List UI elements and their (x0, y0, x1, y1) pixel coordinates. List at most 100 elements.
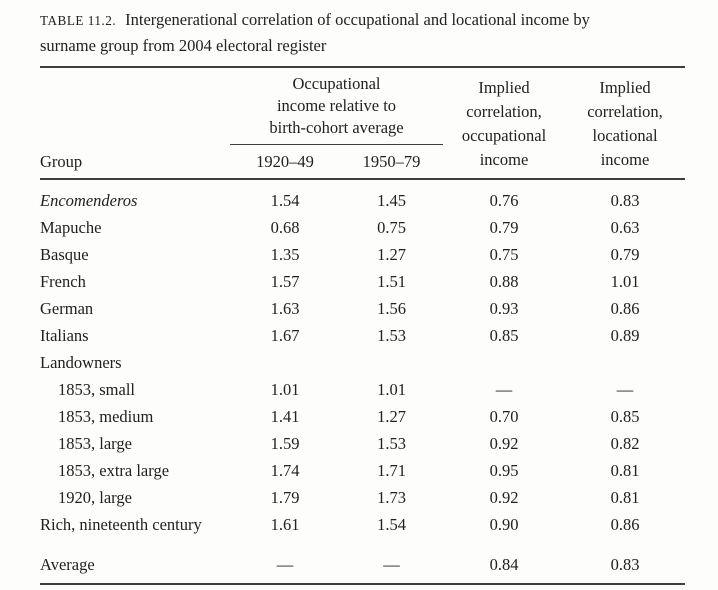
value-cell: 0.83 (610, 191, 640, 210)
table-body: Encomenderos 1.54 1.45 0.76 0.83 Mapuche… (40, 179, 686, 585)
value-cell: 1.27 (377, 407, 406, 426)
implied-occ-line-3: occupational (461, 126, 547, 145)
value-cell: 1.57 (270, 272, 300, 291)
value-cell: 0.84 (443, 538, 566, 585)
value-cell: 0.68 (270, 218, 300, 237)
implied-loc-line-4: income (600, 150, 650, 169)
value-cell: 0.85 (610, 407, 640, 426)
value-cell: 1.45 (377, 191, 406, 210)
caption-line-2: surname group from 2004 electoral regist… (40, 36, 327, 55)
value-cell: 0.79 (610, 245, 640, 264)
col-header-group: Group (40, 67, 230, 180)
table-row-german: German 1.63 1.56 0.93 0.86 (40, 295, 685, 322)
value-cell: 0.70 (489, 407, 519, 426)
table-row-average: Average — — 0.84 0.83 (40, 538, 686, 585)
group-cell: 1853, large (58, 434, 132, 453)
col-header-occupational-income-spanner: Occupational income relative to birth-co… (230, 67, 444, 145)
table-row-basque: Basque 1.35 1.27 0.75 0.79 (40, 241, 685, 268)
group-cell: 1920, large (58, 488, 132, 507)
implied-occ-line-2: correlation, (466, 102, 542, 121)
value-cell: 0.76 (489, 191, 519, 210)
group-cell: 1853, extra large (58, 461, 170, 480)
spanner-line-3: birth-cohort average (269, 118, 404, 137)
value-cell: 1.54 (377, 515, 406, 534)
spanner-line-2: income relative to (276, 96, 397, 115)
table-row-encomenderos: Encomenderos 1.54 1.45 0.76 0.83 (40, 179, 685, 214)
value-cell: 1.41 (270, 407, 300, 426)
col-header-implied-correlation-locational: Implied correlation, locational income (565, 67, 686, 180)
implied-loc-line-1: Implied (599, 78, 651, 97)
value-cell: — (616, 380, 634, 399)
value-cell: 0.75 (377, 218, 406, 237)
value-cell: 0.92 (489, 488, 519, 507)
value-cell: 0.89 (610, 326, 640, 345)
value-cell: 0.81 (610, 488, 640, 507)
group-cell: Mapuche (40, 218, 102, 237)
table-caption: TABLE 11.2. Intergenerational correlation… (40, 7, 680, 58)
value-cell: 0.81 (610, 461, 640, 480)
value-cell: 1.56 (377, 299, 406, 318)
group-cell: Landowners (40, 353, 122, 372)
value-cell: 0.95 (489, 461, 519, 480)
value-cell (230, 349, 340, 376)
table-row-italians: Italians 1.67 1.53 0.85 0.89 (40, 322, 685, 349)
col-header-implied-correlation-occupational: Implied correlation, occupational income (443, 67, 566, 180)
group-cell: 1853, medium (58, 407, 154, 426)
caption-text-line1: Intergenerational correlation of occupat… (125, 10, 590, 29)
table-row-1853-large: 1853, large 1.59 1.53 0.92 0.82 (40, 430, 685, 457)
group-cell: 1853, small (58, 380, 135, 399)
table-row-rich-nineteenth-century: Rich, nineteenth century 1.61 1.54 0.90 … (40, 511, 685, 538)
value-cell (340, 349, 443, 376)
table-header: Group Occupational income relative to bi… (40, 67, 686, 180)
value-cell: 1.74 (270, 461, 300, 480)
value-cell: 1.35 (270, 245, 300, 264)
value-cell: 1.63 (270, 299, 300, 318)
value-cell: 1.67 (270, 326, 300, 345)
value-cell: — (230, 538, 340, 585)
value-cell: 0.83 (565, 538, 686, 585)
value-cell: 0.79 (489, 218, 519, 237)
value-cell: — (340, 538, 444, 585)
value-cell: 0.63 (610, 218, 640, 237)
table-row-french: French 1.57 1.51 0.88 1.01 (40, 268, 685, 295)
value-cell (443, 349, 565, 376)
data-table: Group Occupational income relative to bi… (40, 66, 686, 585)
table-row-1853-extra-large: 1853, extra large 1.74 1.71 0.95 0.81 (40, 457, 685, 484)
implied-loc-line-2: correlation, (587, 102, 663, 121)
value-cell: 1.71 (377, 461, 406, 480)
value-cell: 0.82 (610, 434, 640, 453)
table-row-mapuche: Mapuche 0.68 0.75 0.79 0.63 (40, 214, 685, 241)
table-row-1853-medium: 1853, medium 1.41 1.27 0.70 0.85 (40, 403, 685, 430)
value-cell (565, 349, 685, 376)
value-cell: 0.90 (489, 515, 519, 534)
value-cell: 1.51 (377, 272, 406, 291)
value-cell: 0.93 (489, 299, 519, 318)
value-cell: — (495, 380, 513, 399)
group-cell: Encomenderos (40, 191, 138, 210)
value-cell: 1.27 (377, 245, 406, 264)
value-cell: 0.88 (489, 272, 519, 291)
value-cell: 0.92 (489, 434, 519, 453)
value-cell: 1.61 (270, 515, 300, 534)
group-cell: Rich, nineteenth century (40, 515, 202, 534)
implied-occ-line-1: Implied (478, 78, 530, 97)
group-cell: Italians (40, 326, 89, 345)
value-cell: 0.75 (489, 245, 519, 264)
group-cell: Average (40, 538, 230, 585)
group-cell: German (40, 299, 94, 318)
spanner-line-1: Occupational (292, 74, 381, 93)
value-cell: 1.01 (270, 380, 300, 399)
col-header-1920-49: 1920–49 (230, 144, 340, 180)
value-cell: 0.86 (610, 299, 640, 318)
value-cell: 1.53 (377, 434, 406, 453)
table-number: TABLE 11.2. (40, 13, 117, 28)
value-cell: 1.01 (377, 380, 406, 399)
value-cell: 1.54 (270, 191, 300, 210)
table-row-landowners-section: Landowners (40, 349, 685, 376)
table-row-1853-small: 1853, small 1.01 1.01 — — (40, 376, 685, 403)
value-cell: 1.01 (610, 272, 640, 291)
value-cell: 1.53 (377, 326, 406, 345)
implied-occ-line-4: income (479, 150, 529, 169)
group-cell: French (40, 272, 86, 291)
